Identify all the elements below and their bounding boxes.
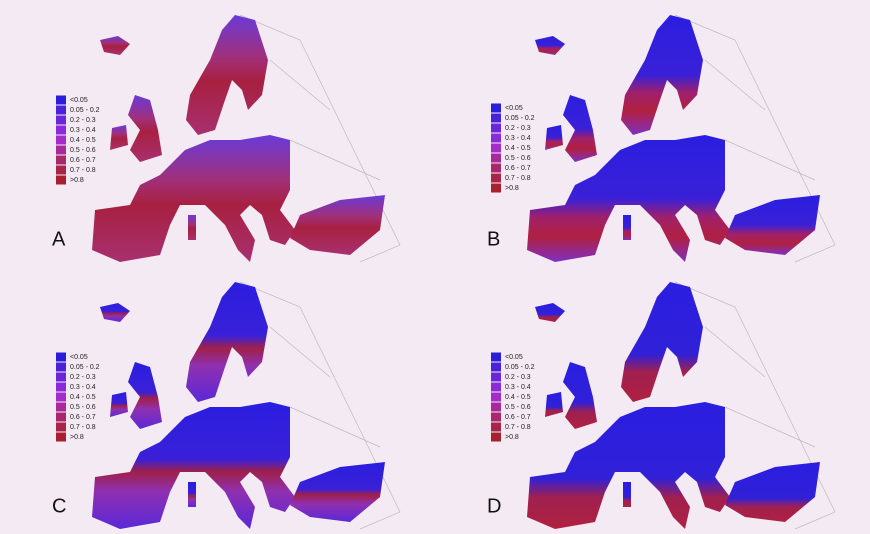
legend-label: 0.05 - 0.2	[70, 107, 100, 114]
legend-label: 0.5 - 0.6	[70, 147, 96, 154]
legend-label: 0.2 - 0.3	[505, 125, 531, 132]
legend-swatch	[56, 352, 66, 362]
legend-label: 0.05 - 0.2	[505, 115, 535, 122]
map-panel: <0.05 0.05 - 0.2 0.2 - 0.3 0.3 - 0.4 0.4 - 0…	[52, 14, 401, 263]
legend-label: <0.05	[505, 105, 523, 112]
legend-label: 0.6 - 0.7	[70, 157, 96, 164]
map-panel: <0.05 0.05 - 0.2 0.2 - 0.3 0.3 - 0.4 0.4 - 0…	[487, 14, 836, 263]
legend-swatch	[491, 392, 501, 402]
legend-label: 0.3 - 0.4	[70, 127, 96, 134]
legend-label: 0.05 - 0.2	[70, 364, 100, 371]
legend-label: 0.6 - 0.7	[505, 165, 531, 172]
legend-swatch	[56, 155, 66, 165]
legend-label: 0.3 - 0.4	[505, 135, 531, 142]
legend-swatch	[56, 402, 66, 412]
legend-swatch	[56, 175, 66, 185]
europe-map	[91, 281, 401, 530]
legend-label: >0.8	[70, 434, 84, 441]
legend-swatch	[56, 422, 66, 432]
legend-swatch	[56, 392, 66, 402]
legend-label: <0.05	[70, 354, 88, 361]
legend-swatch	[56, 382, 66, 392]
legend-swatch	[56, 432, 66, 442]
legend-label: 0.7 - 0.8	[505, 424, 531, 431]
legend-label: 0.2 - 0.3	[70, 117, 96, 124]
legend-swatch	[491, 133, 501, 143]
legend-swatch	[56, 412, 66, 422]
legend-swatch	[56, 145, 66, 155]
legend-swatch	[491, 352, 501, 362]
legend-swatch	[56, 105, 66, 115]
legend-label: 0.7 - 0.8	[505, 175, 531, 182]
europe-map	[526, 281, 836, 530]
panel-letter: D	[487, 495, 501, 517]
legend-label: 0.7 - 0.8	[70, 167, 96, 174]
legend: <0.05 0.05 - 0.2 0.2 - 0.3 0.3 - 0.4 0.4 - 0…	[491, 352, 535, 442]
map-panel: <0.05 0.05 - 0.2 0.2 - 0.3 0.3 - 0.4 0.4 - 0…	[52, 281, 401, 530]
legend-swatch	[491, 143, 501, 153]
europe-map	[526, 14, 836, 263]
legend-swatch	[491, 412, 501, 422]
legend-label: 0.4 - 0.5	[70, 137, 96, 144]
legend-label: 0.3 - 0.4	[505, 384, 531, 391]
legend-label: 0.2 - 0.3	[505, 374, 531, 381]
legend-swatch	[491, 402, 501, 412]
legend-swatch	[491, 173, 501, 183]
legend-swatch	[56, 95, 66, 105]
panel-letter: C	[52, 495, 66, 517]
map-panel: <0.05 0.05 - 0.2 0.2 - 0.3 0.3 - 0.4 0.4 - 0…	[487, 281, 836, 530]
legend-label: 0.4 - 0.5	[505, 145, 531, 152]
legend-label: >0.8	[505, 185, 519, 192]
legend-swatch	[491, 123, 501, 133]
legend-swatch	[491, 163, 501, 173]
legend-label: 0.4 - 0.5	[70, 394, 96, 401]
legend-swatch	[491, 382, 501, 392]
legend-label: 0.6 - 0.7	[505, 414, 531, 421]
legend-label: >0.8	[505, 434, 519, 441]
legend-label: 0.2 - 0.3	[70, 374, 96, 381]
legend-label: 0.5 - 0.6	[70, 404, 96, 411]
legend: <0.05 0.05 - 0.2 0.2 - 0.3 0.3 - 0.4 0.4 - 0…	[491, 103, 535, 193]
legend-swatch	[56, 125, 66, 135]
legend-label: 0.5 - 0.6	[505, 155, 531, 162]
legend-swatch	[56, 372, 66, 382]
europe-map	[91, 14, 401, 263]
legend-swatch	[491, 432, 501, 442]
legend-swatch	[491, 422, 501, 432]
panel-letter: A	[52, 228, 66, 250]
legend-swatch	[491, 362, 501, 372]
legend-label: 0.6 - 0.7	[70, 414, 96, 421]
legend: <0.05 0.05 - 0.2 0.2 - 0.3 0.3 - 0.4 0.4 - 0…	[56, 95, 100, 185]
legend: <0.05 0.05 - 0.2 0.2 - 0.3 0.3 - 0.4 0.4 - 0…	[56, 352, 100, 442]
legend-swatch	[56, 165, 66, 175]
legend-label: 0.4 - 0.5	[505, 394, 531, 401]
legend-label: 0.7 - 0.8	[70, 424, 96, 431]
legend-swatch	[491, 153, 501, 163]
legend-swatch	[491, 372, 501, 382]
legend-label: 0.3 - 0.4	[70, 384, 96, 391]
legend-label: 0.5 - 0.6	[505, 404, 531, 411]
legend-swatch	[491, 113, 501, 123]
legend-swatch	[491, 183, 501, 193]
legend-label: <0.05	[505, 354, 523, 361]
legend-swatch	[56, 115, 66, 125]
legend-label: <0.05	[70, 97, 88, 104]
legend-swatch	[56, 135, 66, 145]
legend-swatch	[56, 362, 66, 372]
legend-swatch	[491, 103, 501, 113]
legend-label: 0.05 - 0.2	[505, 364, 535, 371]
panel-letter: B	[487, 228, 500, 250]
legend-label: >0.8	[70, 177, 84, 184]
